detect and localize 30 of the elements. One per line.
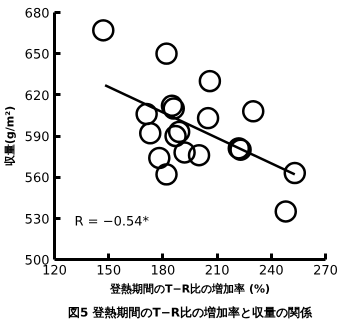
y-tick-label: 560 — [24, 171, 50, 186]
y-axis-title: 収量(g/m²) — [4, 106, 17, 166]
annotation: R = −0.54* — [74, 214, 150, 230]
point — [164, 124, 187, 148]
x-tick-label: 210 — [204, 264, 230, 278]
point — [135, 102, 158, 126]
point — [168, 120, 190, 144]
y-tick-label: 590 — [24, 130, 50, 145]
point — [274, 200, 298, 223]
y-tick-label: 530 — [24, 212, 50, 228]
point — [155, 163, 178, 186]
x-tick-label: 270 — [313, 264, 338, 278]
y-tick-label: 680 — [24, 6, 50, 22]
point — [242, 100, 264, 123]
point — [92, 19, 115, 42]
point — [148, 146, 171, 170]
point — [188, 144, 210, 166]
x-tick-label: 150 — [96, 264, 122, 278]
point — [198, 70, 222, 92]
text: 図5 登熱期間のT−R比の増加率と収量の関係 — [68, 306, 314, 320]
point — [155, 42, 178, 65]
point — [139, 122, 162, 144]
y-tick-label: 650 — [24, 48, 50, 63]
point — [173, 141, 196, 164]
x-tick-label: 180 — [150, 264, 176, 278]
point — [196, 106, 220, 130]
x-axis-title: 登熱期間のT−R比の増加率 (%) — [108, 282, 270, 296]
y-tick-label: 620 — [24, 88, 50, 104]
point — [284, 162, 306, 184]
x-tick-label: 240 — [258, 264, 284, 278]
